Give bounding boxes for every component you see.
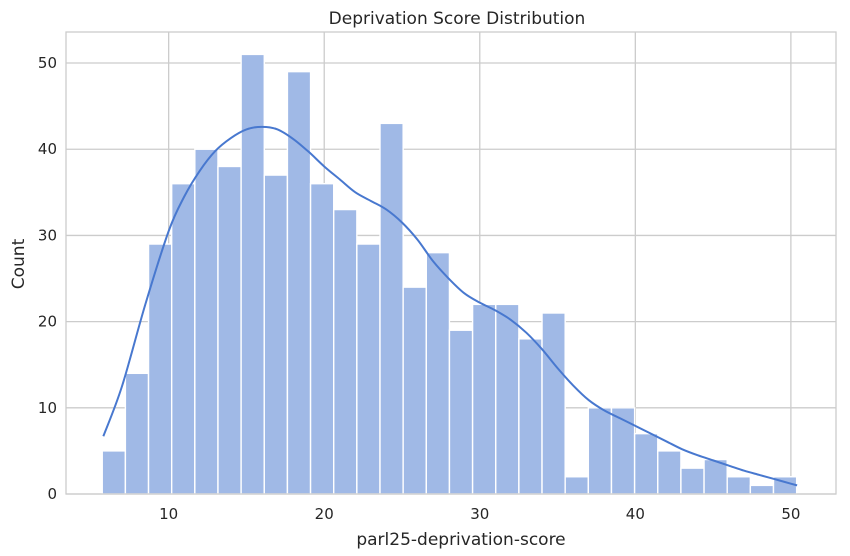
y-tick-label: 50	[38, 54, 57, 72]
y-tick-label: 20	[38, 313, 57, 331]
x-tick-label: 40	[626, 505, 645, 523]
x-tick-label: 30	[470, 505, 489, 523]
histogram-bar	[657, 450, 682, 495]
histogram-bar	[101, 450, 127, 495]
histogram-bar	[633, 432, 659, 495]
histogram-bar	[541, 312, 566, 495]
histogram-bar	[286, 70, 312, 495]
histogram-bar	[402, 286, 427, 495]
histogram-bar	[309, 183, 335, 495]
histogram-bar	[124, 372, 150, 495]
histogram-bar	[680, 467, 705, 495]
histogram-bar	[170, 183, 196, 495]
y-axis-label: Count	[9, 238, 29, 289]
histogram-bar	[333, 208, 358, 495]
histogram-bars	[101, 53, 798, 495]
histogram-bar	[356, 243, 381, 495]
histogram-bar	[448, 329, 474, 495]
y-tick-label: 0	[47, 485, 57, 503]
histogram-bar	[194, 148, 219, 495]
histogram-bar	[564, 476, 590, 495]
histogram-bar	[749, 484, 775, 495]
histogram-bar	[217, 165, 242, 495]
kde-line	[102, 125, 798, 487]
x-tick-labels: 10 20 30 40 50	[159, 505, 800, 523]
chart-title: Deprivation Score Distribution	[329, 9, 586, 29]
histogram-bar	[495, 303, 520, 495]
y-tick-label: 10	[38, 399, 57, 417]
kde-curve	[102, 125, 798, 487]
y-tick-labels: 0 10 20 30 40 50	[38, 54, 57, 503]
x-tick-label: 50	[781, 505, 800, 523]
histogram-bar	[471, 303, 497, 495]
x-axis-label: parl25-deprivation-score	[356, 530, 565, 550]
x-tick-label: 10	[159, 505, 178, 523]
y-tick-label: 40	[38, 140, 57, 158]
x-tick-label: 20	[315, 505, 334, 523]
y-tick-label: 30	[38, 226, 57, 244]
plot-frame	[65, 31, 837, 495]
histogram-bar	[518, 338, 543, 495]
histogram-bar	[263, 174, 289, 495]
histogram-bar	[425, 251, 451, 495]
histogram-bar	[726, 476, 752, 495]
histogram-bar	[240, 53, 265, 495]
histogram-bar	[379, 122, 404, 495]
histogram-bar	[587, 407, 613, 495]
